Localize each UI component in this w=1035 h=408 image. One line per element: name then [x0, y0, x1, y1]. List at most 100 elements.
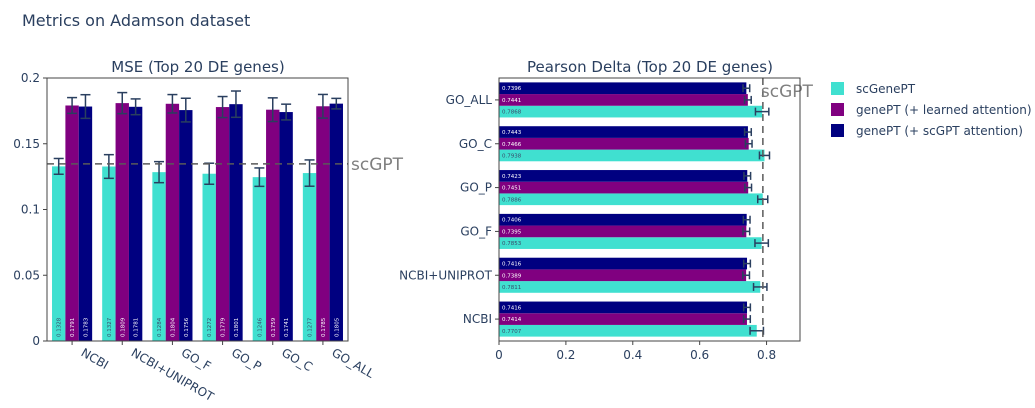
x-tick-label-go-f: GO_F — [179, 345, 213, 373]
data-label: 0.1791 — [70, 318, 76, 337]
bar-scgenept-ncbi — [499, 324, 757, 337]
figure-title: Metrics on Adamson dataset — [22, 11, 250, 30]
x-tick-label-go-all: GO_ALL — [329, 345, 376, 380]
data-label: 0.7396 — [502, 86, 522, 92]
reference-line-label: scGPT — [351, 155, 404, 175]
y-tick-label-go-p: GO_P — [460, 181, 492, 195]
data-label: 0.7443 — [502, 130, 522, 136]
x-tick-label: 0.8 — [757, 348, 776, 362]
x-tick-label-ncbi-uniprot: NCBI+UNIPROT — [129, 345, 217, 404]
bar-scgenept-go-f — [499, 237, 762, 249]
bar-genept-scgpt-attention-go-all — [329, 103, 343, 341]
bar-genept-scgpt-attention-go-c — [499, 126, 748, 138]
bar-scgenept-go-f — [152, 172, 166, 341]
data-label: 0.1328 — [57, 317, 63, 337]
data-label: 0.1272 — [207, 318, 213, 337]
bar-scgenept-ncbi-uniprot — [102, 166, 116, 341]
x-tick-label-go-p: GO_P — [229, 345, 264, 373]
legend-swatch-genept-learned-attention — [831, 103, 844, 116]
bar-genept-learned-attention-ncbi — [65, 105, 79, 342]
data-label: 0.7886 — [502, 197, 522, 203]
data-label: 0.7406 — [502, 218, 522, 224]
pearson-chart-title: Pearson Delta (Top 20 DE genes) — [527, 58, 773, 76]
y-tick-label: 0.2 — [21, 71, 40, 85]
x-tick-label: 0.2 — [556, 348, 575, 362]
data-label: 0.1781 — [134, 318, 140, 337]
bar-scgenept-ncbi — [52, 166, 66, 341]
data-label: 0.1785 — [321, 317, 327, 337]
x-tick-label-go-c: GO_C — [279, 345, 315, 374]
bar-genept-scgpt-attention-ncbi — [78, 106, 93, 342]
bar-genept-learned-attention-go-p — [215, 107, 230, 342]
bar-scgenept-go-c — [499, 149, 765, 162]
data-label: 0.7707 — [502, 329, 522, 335]
bar-genept-scgpt-attention-ncbi-uniprot — [128, 106, 143, 342]
x-tick-label: 0.4 — [623, 348, 642, 362]
bar-genept-learned-attention-ncbi — [499, 313, 747, 325]
bar-genept-scgpt-attention-go-c — [279, 112, 293, 341]
data-label: 0.7416 — [502, 305, 522, 311]
plot-frame — [498, 77, 801, 342]
bar-genept-scgpt-attention-go-f — [179, 110, 193, 341]
bar-scgenept-go-p — [499, 193, 763, 206]
data-label: 0.1801 — [234, 318, 240, 337]
x-tick-label-ncbi: NCBI — [79, 345, 111, 372]
bar-scgenept-go-all — [499, 105, 763, 118]
bar-genept-learned-attention-go-c — [266, 109, 280, 341]
data-label: 0.7938 — [502, 153, 522, 159]
y-tick-label-ncbi: NCBI — [463, 312, 492, 326]
bar-scgenept-go-all — [302, 173, 317, 341]
data-label: 0.1756 — [184, 317, 190, 337]
bar-genept-scgpt-attention-ncbi-uniprot — [499, 257, 748, 270]
y-tick-label: 0.05 — [13, 268, 40, 282]
bar-genept-learned-attention-go-c — [499, 137, 749, 150]
y-tick-label-go-c: GO_C — [459, 137, 492, 151]
bar-scgenept-ncbi-uniprot — [499, 281, 761, 293]
y-tick-label: 0 — [32, 334, 40, 348]
data-label: 0.1284 — [157, 317, 163, 337]
y-tick-label-go-all: GO_ALL — [446, 93, 493, 107]
data-label: 0.1809 — [120, 317, 126, 337]
data-label: 0.1759 — [271, 317, 277, 337]
reference-line-label: scGPT — [761, 82, 814, 102]
data-label: 0.7466 — [502, 142, 522, 148]
legend-label-scgenept: scGenePT — [856, 82, 916, 96]
bar-genept-learned-attention-go-all — [499, 94, 748, 106]
y-tick-label-ncbi-uniprot: NCBI+UNIPROT — [399, 268, 493, 282]
data-label: 0.1805 — [334, 317, 340, 337]
bar-genept-learned-attention-ncbi-uniprot — [115, 103, 129, 341]
data-label: 0.1783 — [83, 317, 89, 337]
data-label: 0.7868 — [502, 110, 522, 116]
y-tick-label: 0.15 — [13, 137, 40, 151]
x-tick-label: 0.6 — [690, 348, 709, 362]
data-label: 0.7395 — [502, 229, 522, 235]
data-label: 0.7441 — [502, 98, 521, 104]
mse-chart: MSE (Top 20 DE genes) 0.1328 0.1327 0.1284… — [13, 58, 403, 404]
data-label: 0.1327 — [107, 317, 113, 337]
x-tick-label: 0 — [495, 348, 503, 362]
legend-label-genept-learned-attention: genePT (+ learned attention) — [856, 103, 1032, 117]
y-tick-label: 0.1 — [21, 203, 40, 217]
mse-chart-title: MSE (Top 20 DE genes) — [111, 58, 284, 76]
bar-scgenept-go-p — [202, 173, 216, 341]
data-label: 0.1277 — [308, 317, 314, 337]
legend-swatch-scgenept — [831, 82, 844, 95]
bar-genept-scgpt-attention-go-all — [499, 82, 747, 95]
bar-genept-learned-attention-go-f — [499, 225, 747, 238]
data-label: 0.1779 — [221, 317, 227, 337]
legend-label-genept-scgpt-attention: genePT (+ scGPT attention) — [856, 124, 1023, 138]
data-label: 0.7416 — [502, 262, 522, 268]
bar-scgenept-go-c — [252, 177, 267, 341]
bar-genept-learned-attention-go-all — [316, 106, 330, 342]
data-label: 0.7811 — [502, 285, 521, 291]
bar-genept-scgpt-attention-go-p — [229, 104, 243, 341]
data-label: 0.1246 — [257, 317, 263, 337]
bar-genept-learned-attention-ncbi-uniprot — [499, 269, 747, 282]
data-label: 0.1741 — [284, 318, 290, 337]
bar-genept-learned-attention-go-p — [499, 181, 749, 194]
data-label: 0.1804 — [170, 317, 176, 337]
pearson-delta-chart: Pearson Delta (Top 20 DE genes) 0.7707 0.… — [399, 58, 813, 362]
legend-swatch-genept-scgpt-attention — [831, 124, 844, 137]
bar-genept-learned-attention-go-f — [165, 103, 180, 341]
